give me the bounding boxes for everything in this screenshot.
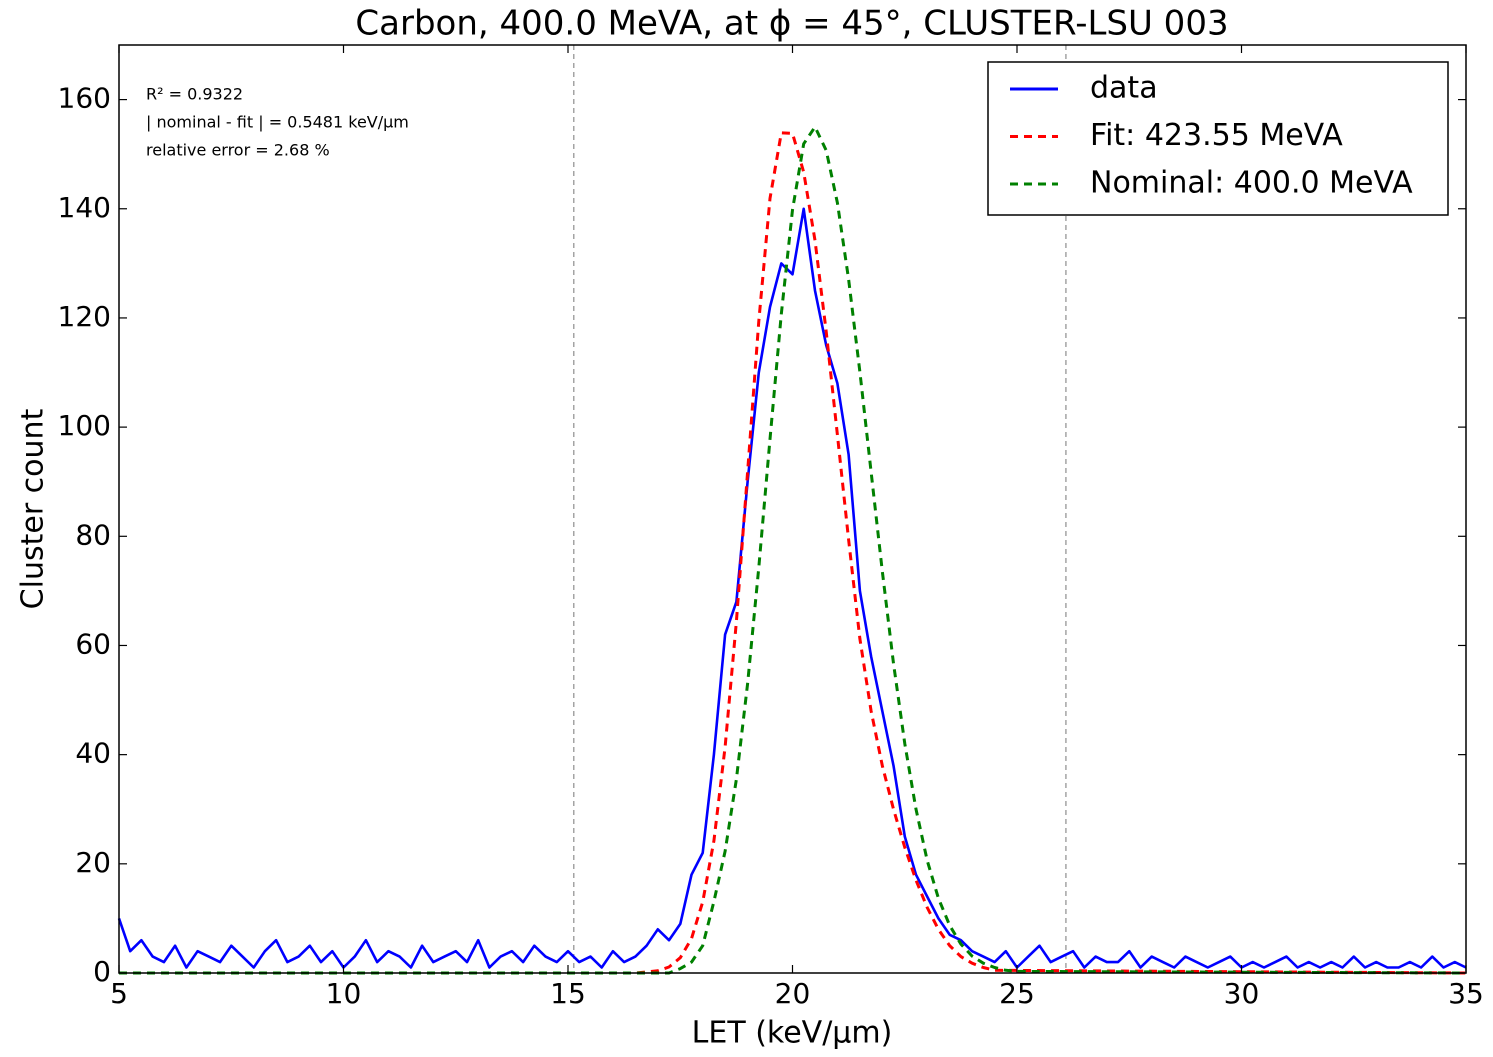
y-tick-label: 40 (75, 737, 111, 770)
x-tick-label: 35 (1448, 977, 1484, 1010)
y-tick-label: 20 (75, 846, 111, 879)
series-line (117, 207, 1467, 969)
annotation: | nominal - fit | = 0.5481 keV/μm (146, 113, 409, 132)
y-tick-label: 160 (58, 82, 111, 115)
x-tick-label: 20 (775, 977, 811, 1010)
x-axis-label: LET (keV/μm) (692, 1016, 893, 1051)
x-tick-label: 25 (999, 977, 1035, 1010)
legend-box (987, 61, 1449, 216)
y-axis-label: Cluster count (16, 408, 51, 609)
x-tick-label: 5 (110, 977, 128, 1010)
x-tick-label: 30 (1224, 977, 1260, 1010)
series-line (119, 125, 1467, 975)
y-tick-label: 60 (75, 627, 111, 660)
series-line (119, 131, 1467, 975)
legend-label: data (1090, 71, 1158, 106)
y-tick-label: 120 (58, 300, 111, 333)
y-tick-label: 100 (58, 409, 111, 442)
y-tick-label: 0 (93, 955, 111, 988)
legend-label: Fit: 423.55 MeVA (1090, 118, 1343, 153)
y-tick-label: 80 (75, 518, 111, 551)
chart-title: Carbon, 400.0 MeVA, at ϕ = 45°, CLUSTER-… (355, 4, 1228, 44)
x-tick-label: 10 (326, 977, 362, 1010)
annotation: R² = 0.9322 (146, 85, 243, 104)
annotation: relative error = 2.68 % (146, 141, 330, 160)
legend-label: Nominal: 400.0 MeVA (1090, 166, 1413, 201)
x-tick-label: 15 (550, 977, 586, 1010)
y-tick-label: 140 (58, 191, 111, 224)
